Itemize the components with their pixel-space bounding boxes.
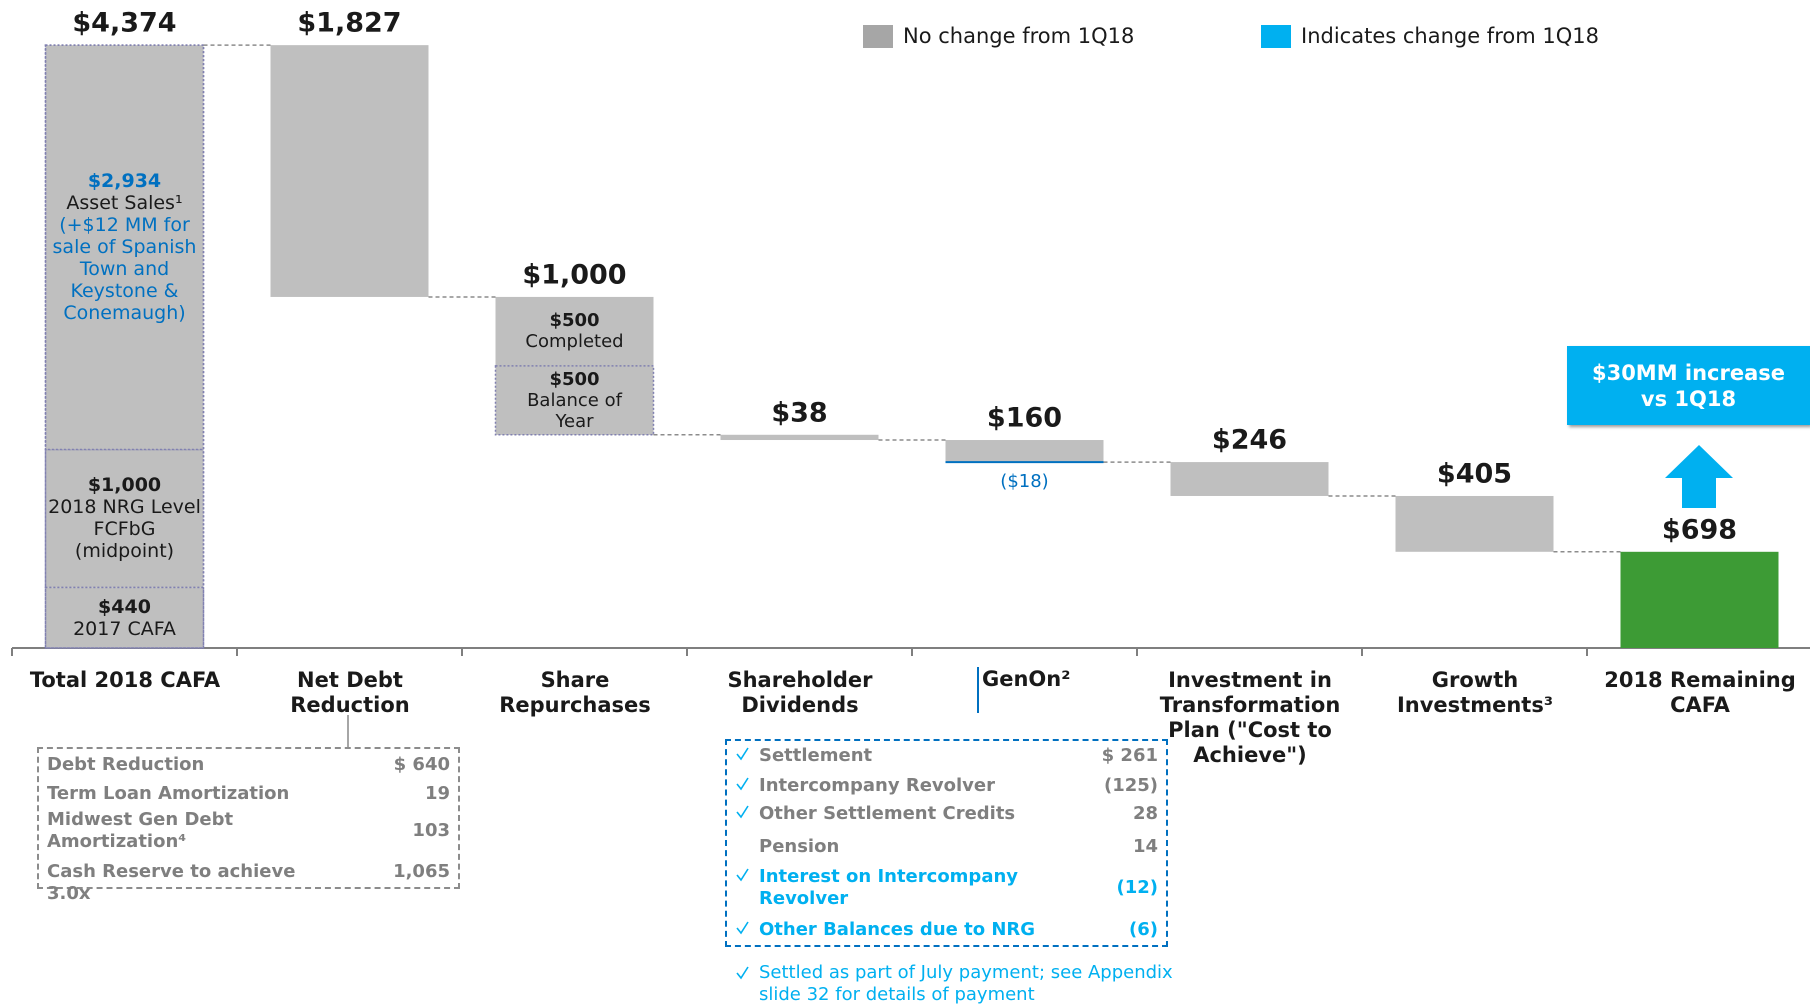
table-cell: Debt Reduction: [47, 754, 205, 775]
legend-label: No change from 1Q18: [903, 24, 1134, 48]
category-label: Net Debt Reduction: [290, 668, 410, 717]
table-cell: $ 261: [1101, 745, 1158, 766]
table-cell: Cash Reserve to achieve 3.0x: [47, 861, 296, 904]
net-debt-table: Debt Reduction $ 640 Term Loan Amortizatio…: [37, 747, 460, 904]
check-mark: [736, 868, 749, 882]
table-cell: Settlement: [759, 745, 873, 766]
table-cell: Midwest Gen Debt Amortization⁴: [47, 809, 234, 852]
category-label: Share Repurchases: [499, 668, 651, 717]
table-cell: (6): [1129, 919, 1158, 940]
value-label: $405: [1437, 458, 1512, 489]
genon-table: Settlement $ 261 Intercompany Revolver (125…: [725, 739, 1168, 947]
segment-text: $1,000 2018 NRG Level FCFbG (midpoint): [46, 450, 204, 588]
table-cell: 19: [424, 783, 450, 804]
check-mark: [736, 747, 749, 761]
table-cell: Other Settlement Credits: [759, 803, 1016, 824]
value-label: $4,374: [72, 8, 176, 39]
segment-text: $500 Balance of Year: [496, 366, 654, 435]
repurchase-segment: [494, 365, 655, 436]
value-label: $246: [1212, 425, 1287, 456]
table-cell: 103: [412, 820, 450, 841]
segment-value: $440: [98, 595, 151, 618]
bar: [1620, 551, 1779, 648]
table-cell: Other Balances due to NRG: [759, 919, 1036, 940]
category-label: 2018 Remaining CAFA: [1604, 668, 1796, 717]
table-cell: 14: [1132, 836, 1158, 857]
total-segment: [44, 448, 205, 589]
table-cell: (12): [1116, 877, 1158, 898]
segment-label: Balance of Year: [527, 389, 622, 432]
segment-text: $440 2017 CAFA: [46, 587, 204, 648]
legend-label: Indicates change from 1Q18: [1301, 24, 1599, 48]
table-cell: 28: [1132, 803, 1158, 824]
segment-label: 2017 CAFA: [73, 617, 176, 640]
change-label: ($18): [1000, 471, 1048, 492]
table-cell: Intercompany Revolver: [759, 775, 995, 796]
total-segment: [44, 44, 205, 451]
bar: [1395, 495, 1554, 552]
repurchase-segment: [495, 296, 654, 366]
segment-label: Asset Sales¹: [66, 192, 183, 215]
segment-value: $500: [549, 310, 600, 332]
table-cell: Pension: [759, 836, 840, 857]
check-mark: [736, 805, 749, 819]
table-cell: Term Loan Amortization: [47, 783, 290, 804]
check-mark: [736, 777, 749, 791]
segment-value: $1,000: [87, 474, 162, 497]
segment-value: $500: [549, 368, 600, 390]
category-label: Total 2018 CAFA: [29, 668, 221, 692]
total-segment: [44, 586, 205, 649]
bar: [1170, 462, 1329, 496]
value-label: $160: [987, 403, 1062, 434]
check-mark: [736, 966, 749, 980]
bar-outline: [44, 44, 205, 649]
segment-value: $2,934: [87, 170, 162, 193]
segment-label: 2018 NRG Level FCFbG (midpoint): [48, 496, 201, 563]
value-label: $698: [1662, 514, 1737, 545]
footnote: Settled as part of July payment; see App…: [759, 962, 1173, 1005]
segment-label: Completed: [525, 331, 624, 353]
table-cell: Interest on Intercompany Revolver: [759, 866, 1019, 909]
category-label: Investment in Transformation Plan ("Cost…: [1159, 668, 1341, 767]
callout-arrow: [1665, 445, 1733, 508]
table-cell: $ 640: [393, 754, 450, 775]
legend-swatch: [863, 25, 893, 48]
table-cell: (125): [1103, 775, 1158, 796]
category-label: Growth Investments³: [1396, 668, 1554, 717]
table-cell: 1,065: [393, 861, 450, 882]
segment-text: $2,934 Asset Sales¹ (+$12 MM for sale of S…: [46, 45, 204, 449]
bar: [945, 440, 1104, 463]
check-mark: [736, 921, 749, 935]
value-label: $1,000: [522, 259, 626, 290]
segment-note: (+$12 MM for sale of Spanish Town and Ke…: [52, 214, 197, 325]
category-label: Shareholder Dividends: [727, 668, 873, 717]
bar: [270, 45, 429, 297]
value-label: $38: [771, 397, 827, 428]
value-label: $1,827: [297, 8, 401, 39]
legend-swatch: [1261, 25, 1291, 48]
category-label: GenOn²: [977, 667, 1070, 713]
callout: $30MM increase vs 1Q18: [1567, 346, 1810, 425]
segment-text: $500 Completed: [496, 297, 654, 366]
bar: [720, 434, 879, 441]
